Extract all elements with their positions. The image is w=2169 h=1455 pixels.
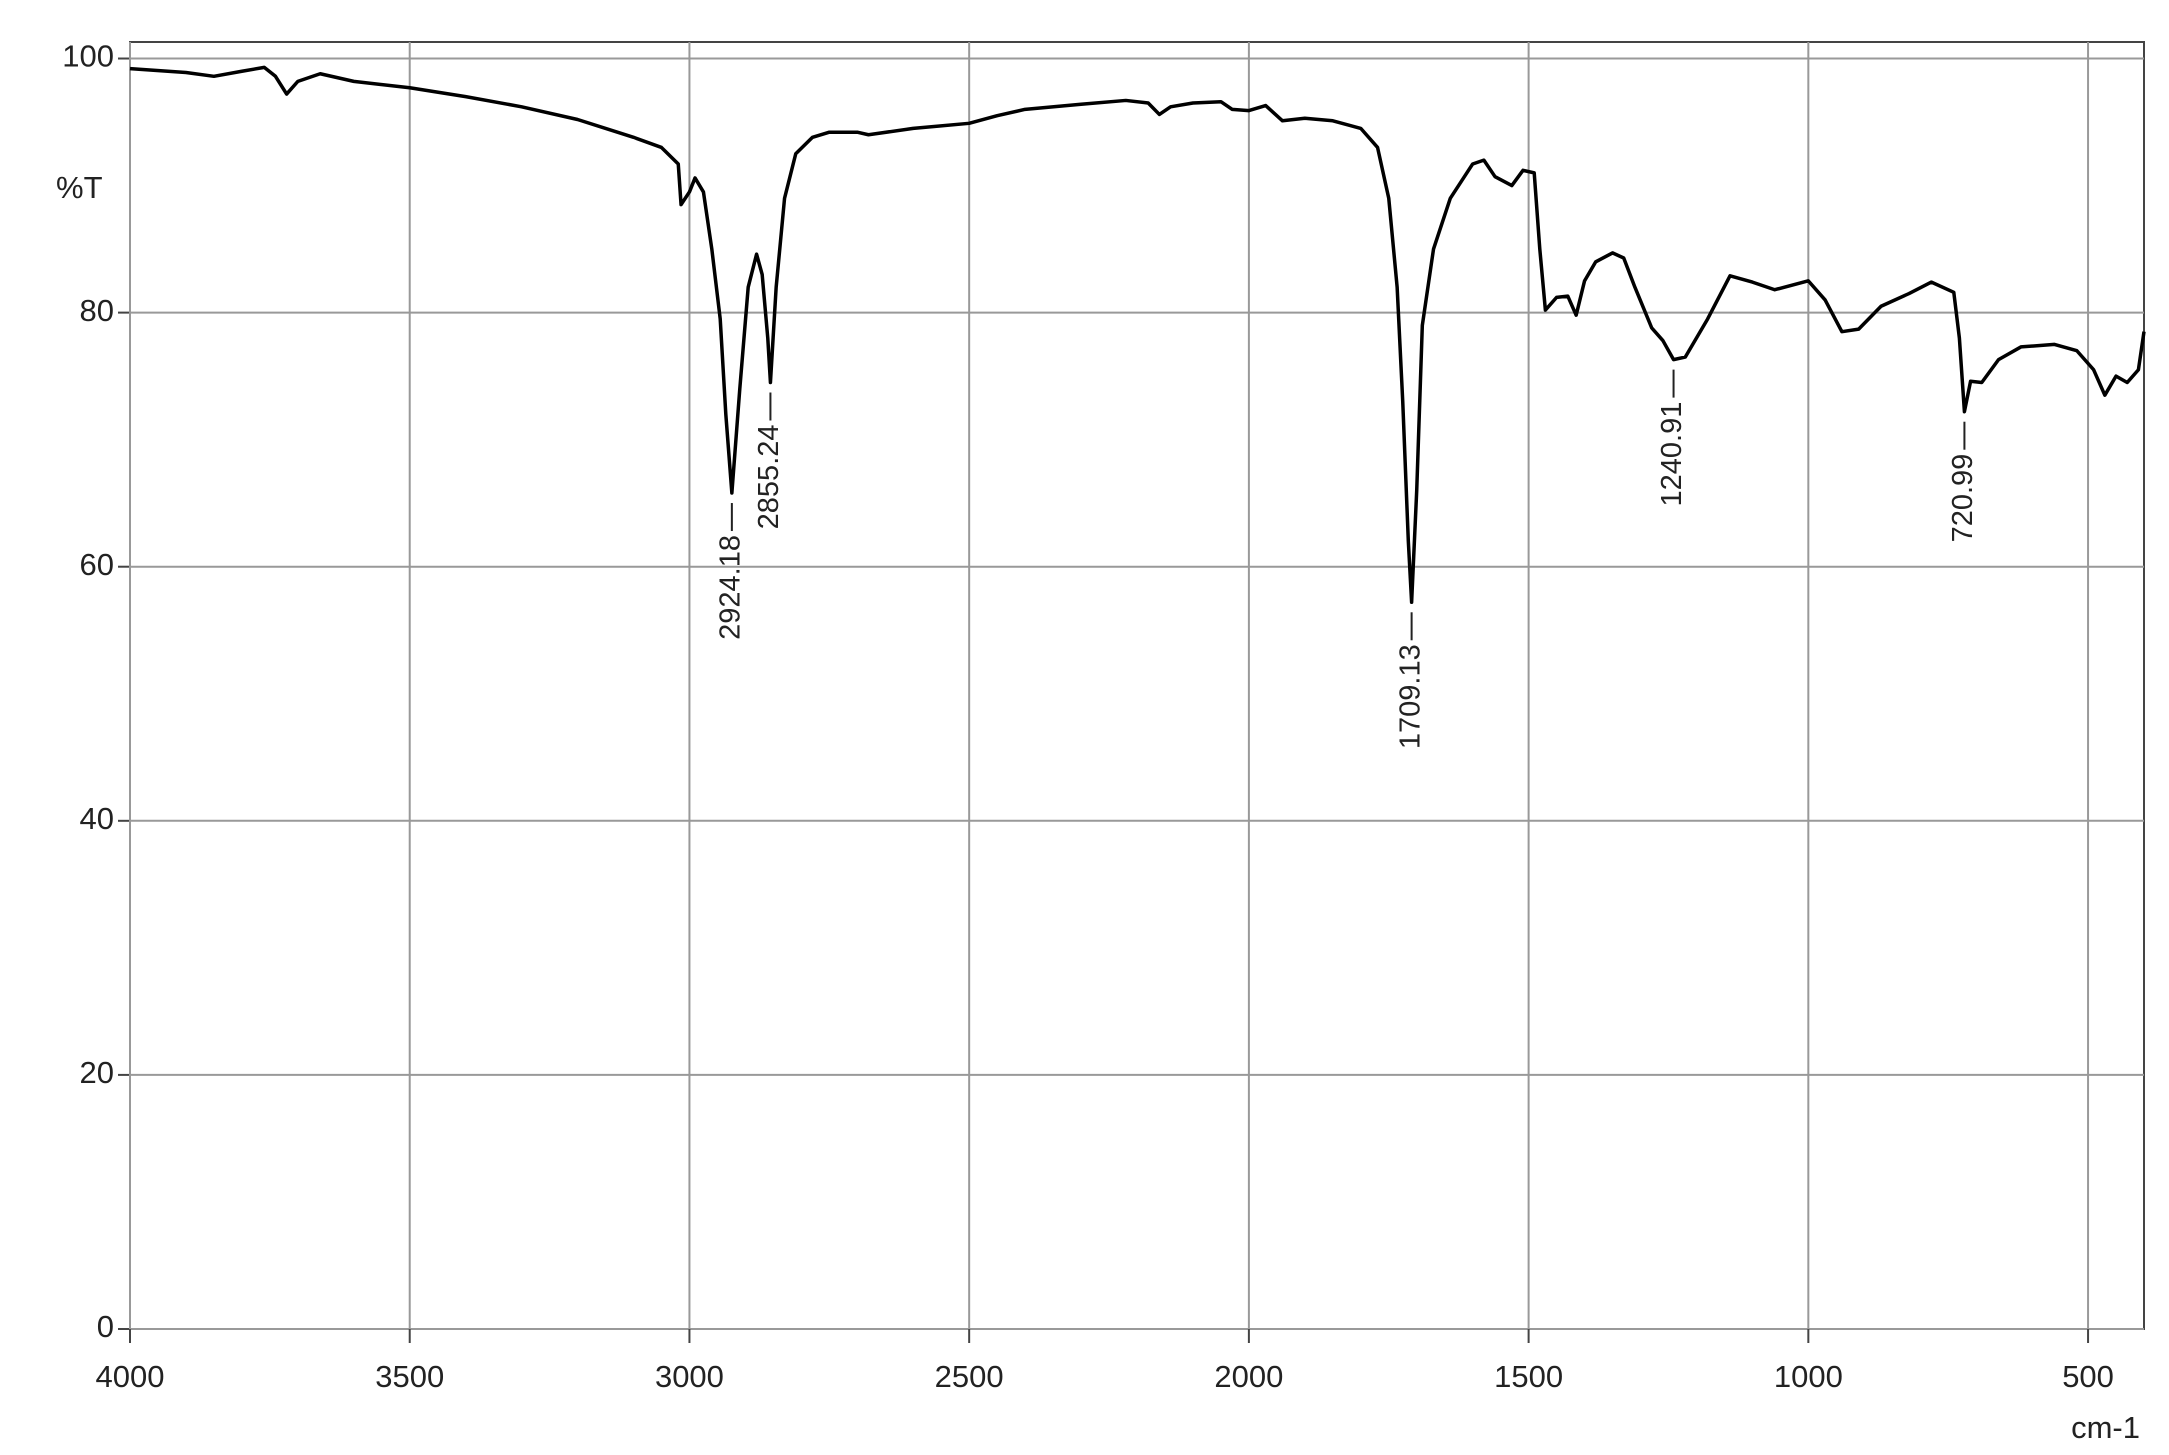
y-axis-label: %T	[56, 170, 103, 205]
peak-label: 2855.24	[753, 424, 785, 529]
peak-label: 1709.13	[1394, 644, 1426, 749]
x-axis-label: cm-1	[2071, 1410, 2140, 1445]
x-tick-label: 3000	[655, 1359, 724, 1394]
x-tick-label: 2500	[935, 1359, 1004, 1394]
y-tick-label: 0	[97, 1309, 114, 1344]
x-tick-label: 2000	[1214, 1359, 1283, 1394]
y-tick-label: 80	[80, 293, 114, 328]
spectrum-line	[129, 65, 2146, 605]
peak-label: 2924.18	[715, 535, 747, 640]
y-tick-label: 100	[62, 39, 114, 74]
x-tick-label: 1500	[1494, 1359, 1563, 1394]
y-tick-label: 20	[80, 1055, 114, 1090]
x-tick-label: 4000	[96, 1359, 165, 1394]
peak-label: 1240.91	[1656, 402, 1688, 507]
peak-label: 720.99	[1947, 454, 1979, 543]
x-tick-label: 1000	[1774, 1359, 1843, 1394]
y-tick-label: 60	[80, 547, 114, 582]
plot-frame	[129, 41, 2145, 1330]
x-tick-label: 3500	[375, 1359, 444, 1394]
x-tick-label: 500	[2062, 1359, 2114, 1394]
y-tick-label: 40	[80, 801, 114, 836]
